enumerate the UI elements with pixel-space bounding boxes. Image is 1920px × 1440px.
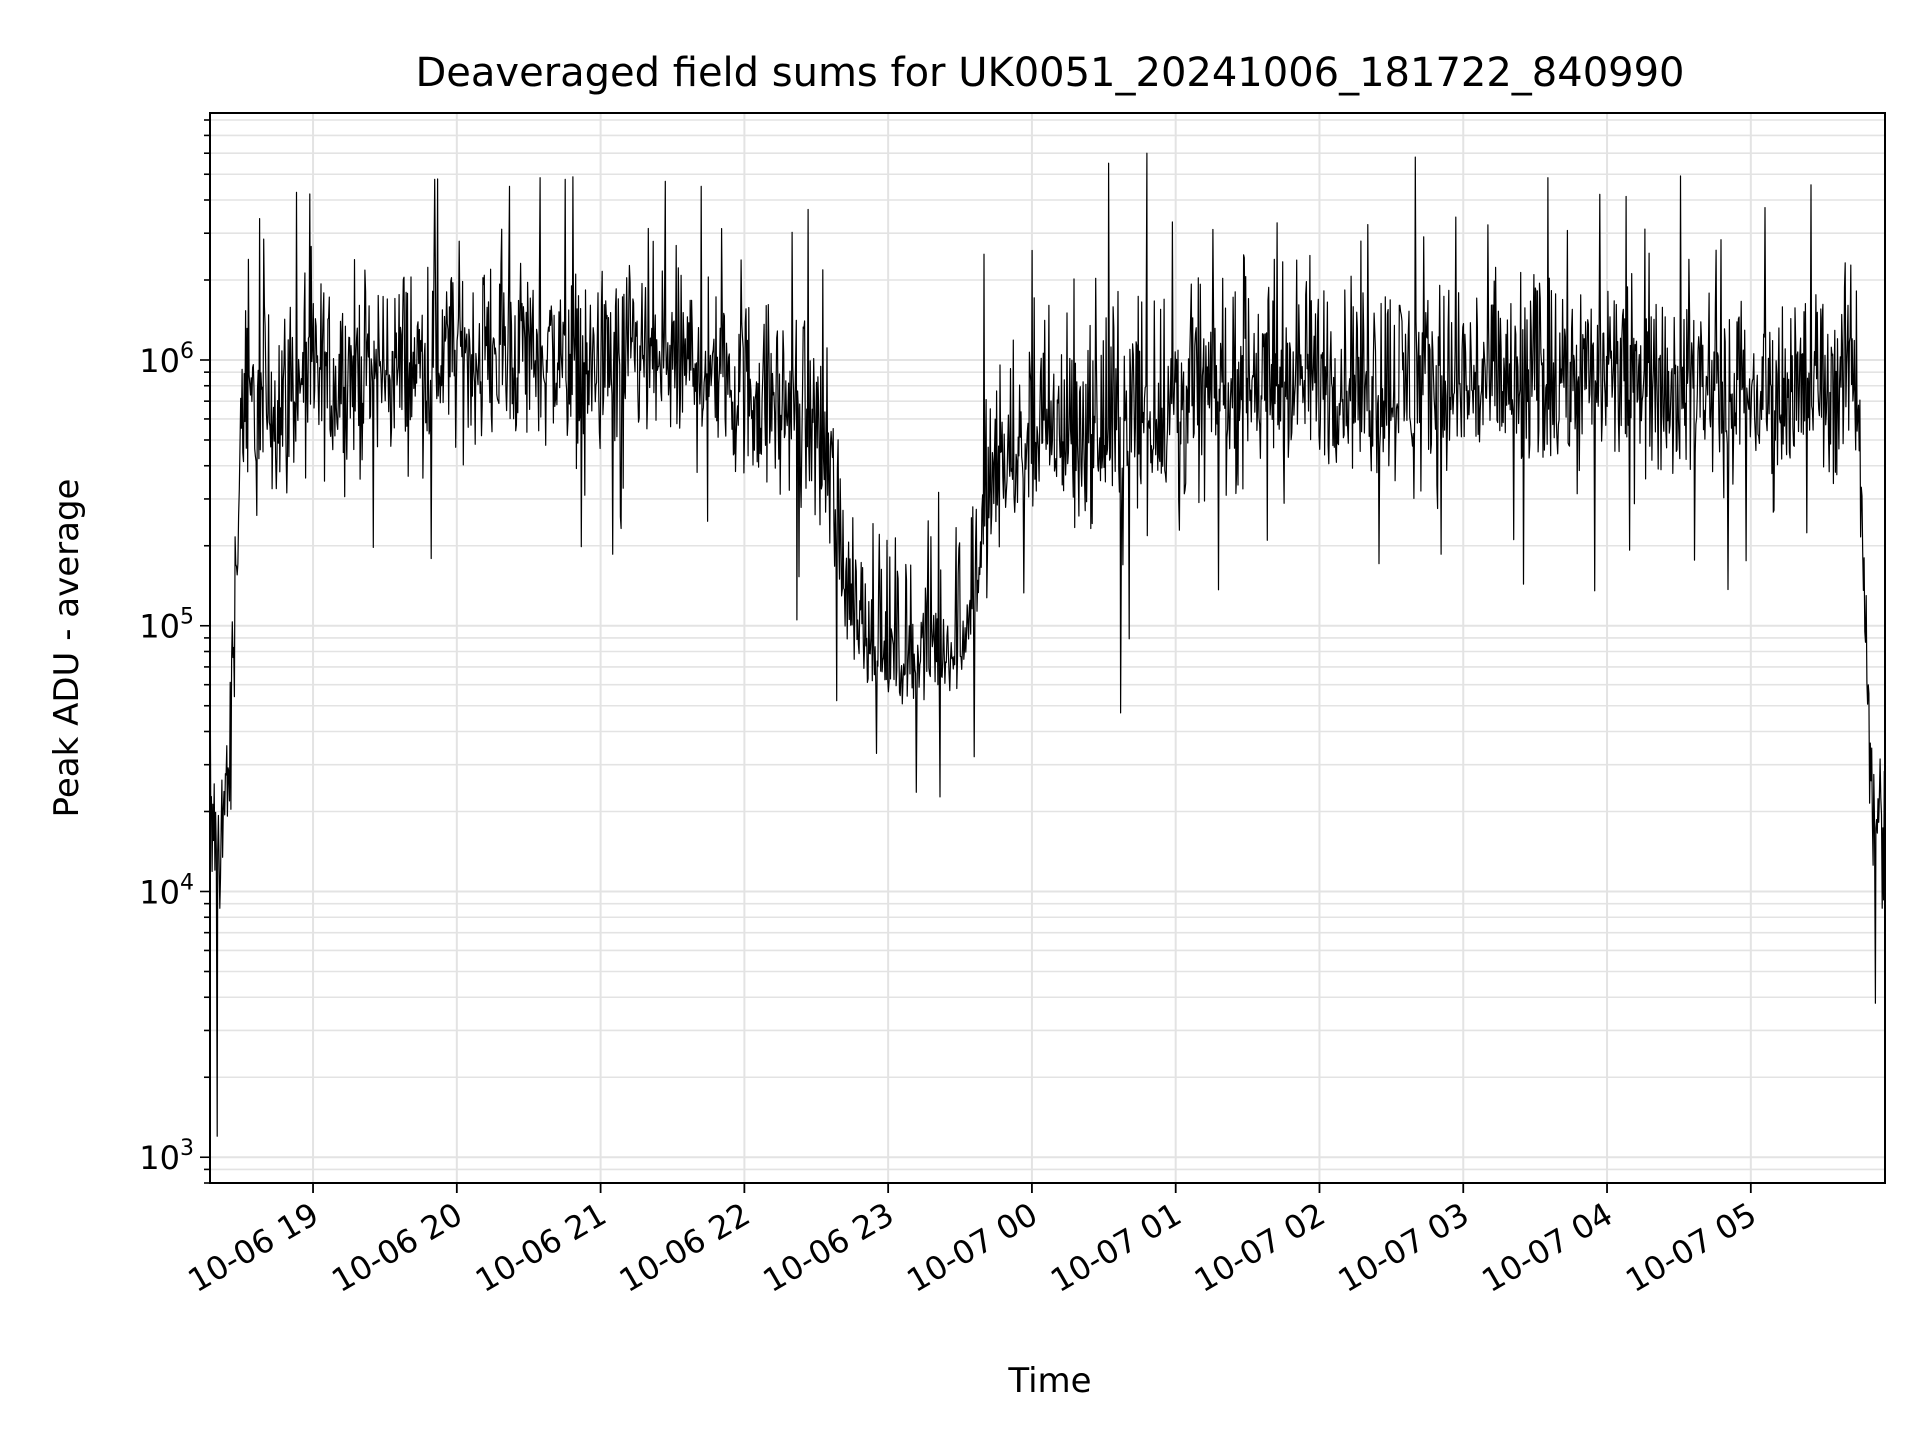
y-tick-label: 106 [139, 339, 194, 380]
x-axis-label: Time [1007, 1361, 1091, 1401]
y-axis-label: Peak ADU - average [47, 479, 87, 818]
chart-title: Deaveraged field sums for UK0051_2024100… [415, 50, 1684, 96]
y-tick-label: 103 [139, 1136, 194, 1177]
y-tick-label: 105 [139, 605, 194, 646]
plot-area-frame [209, 112, 1886, 1184]
series-line [210, 152, 1885, 1137]
y-tick-label: 104 [139, 870, 194, 911]
series-group [210, 152, 1885, 1137]
grid [210, 113, 1885, 1184]
